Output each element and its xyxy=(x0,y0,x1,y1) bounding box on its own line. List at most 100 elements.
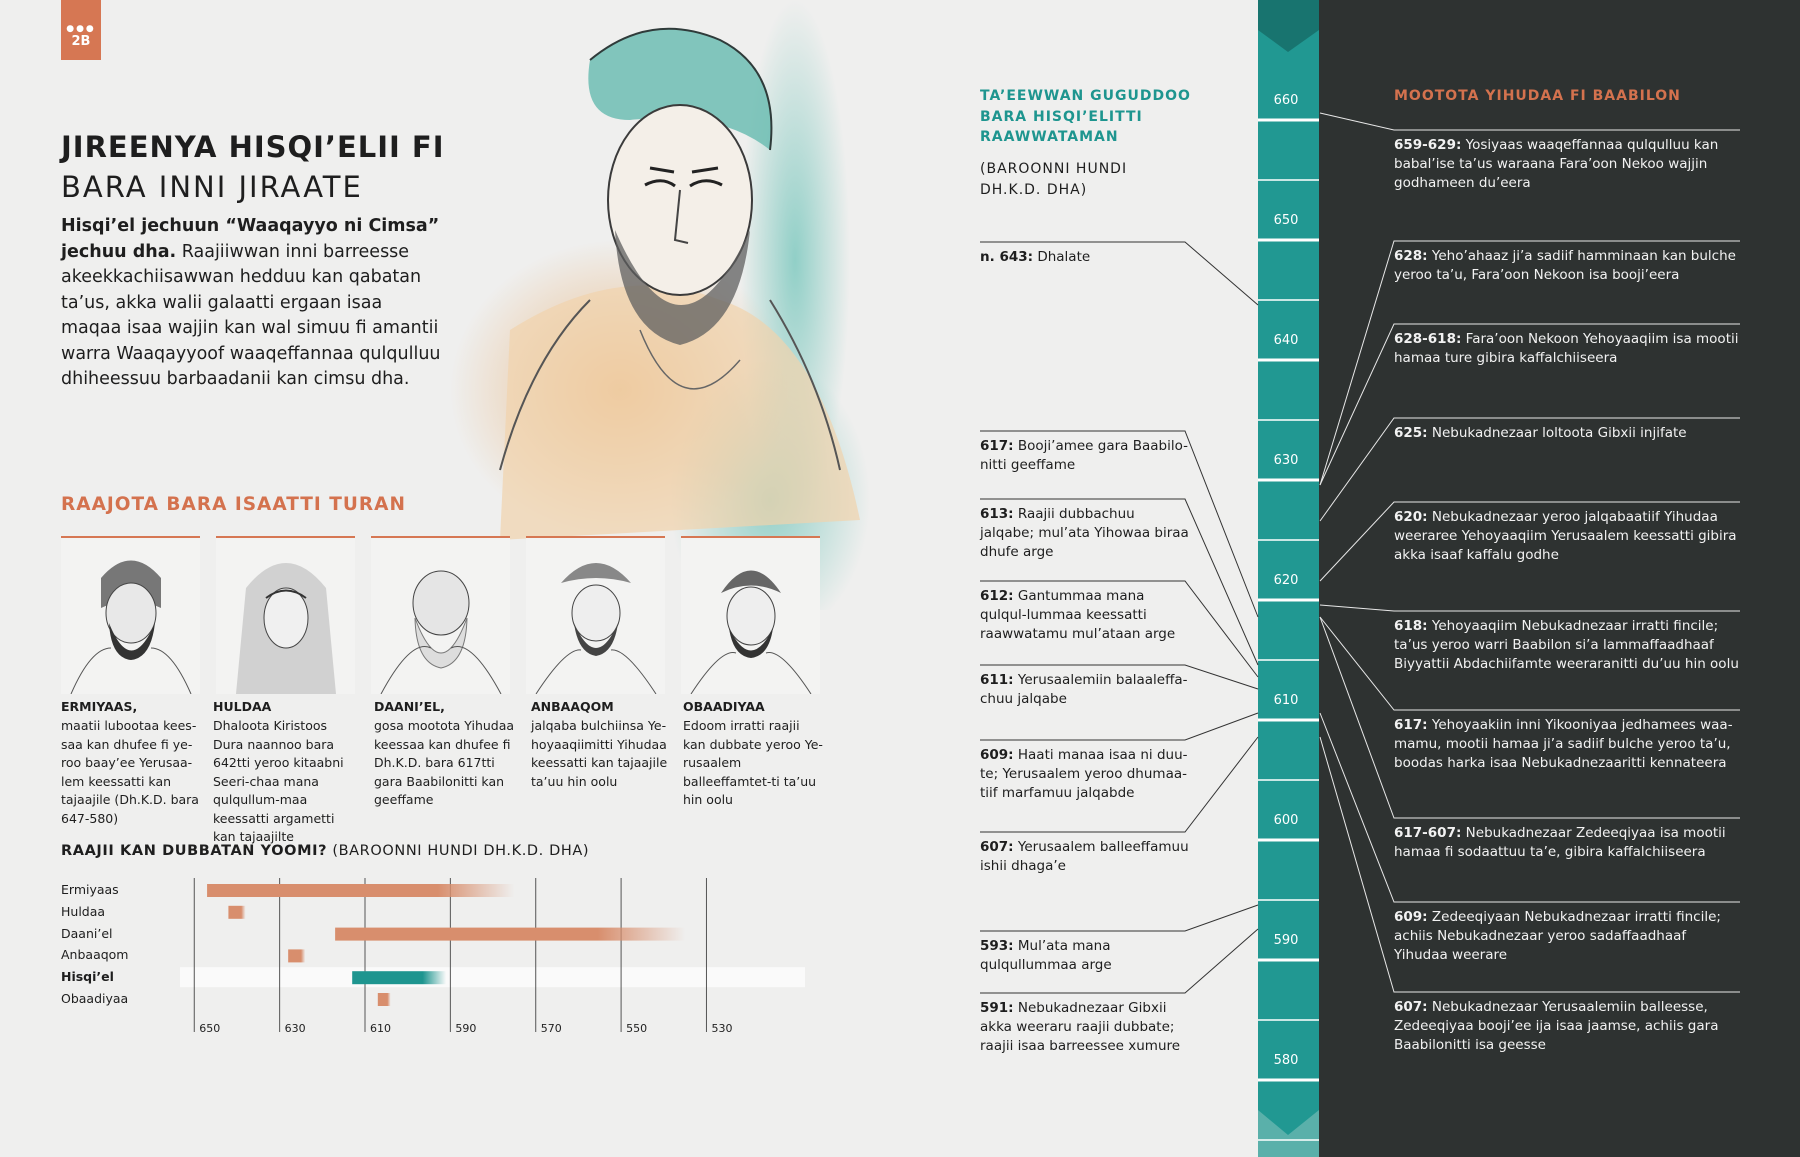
middle-connector xyxy=(980,430,1259,618)
right-event: 628-618: Fara’oon Nekoon Yehoyaaqiim isa… xyxy=(1394,330,1742,368)
middle-event: 613: Raajii dubbachuu jalqabe; mul’ata Y… xyxy=(980,505,1190,562)
huldah-sketch-icon xyxy=(236,563,336,694)
prophet-name: ERMIYAAS, xyxy=(61,699,138,714)
event-year: 617: xyxy=(980,438,1014,454)
habakkuk-sketch-icon xyxy=(535,563,657,695)
middle-event: 593: Mul’ata mana qulqullummaa arge xyxy=(980,937,1190,975)
prophet-name: OBAADIYAA xyxy=(683,699,765,714)
event-text: Yeho’ahaaz ji’a sadiif hamminaan kan bul… xyxy=(1394,248,1736,283)
event-year: 628-618: xyxy=(1394,331,1462,347)
event-text: Yosiyaas waaqeffannaa qulqulluu kan baba… xyxy=(1394,137,1719,191)
tick-label: 590 xyxy=(455,1022,476,1035)
middle-connector xyxy=(980,928,1259,994)
event-text: Booji’amee gara Baabilo-nitti geeffame xyxy=(980,438,1188,473)
event-year: 618: xyxy=(1394,618,1428,634)
event-year: 625: xyxy=(1394,425,1428,441)
right-connector xyxy=(1319,417,1740,522)
tick-label: 650 xyxy=(199,1022,220,1035)
tick-label: 630 xyxy=(285,1022,306,1035)
intro-lead: Hisqi’el jechuun “Waaqayyo ni Cimsa” jec… xyxy=(61,216,440,262)
prophet-portrait-daniel xyxy=(371,536,510,695)
prophet-description: gosa mootota Yihudaa keessaa kan dhufee … xyxy=(374,718,515,807)
page-number: 2B xyxy=(71,34,91,49)
page-title: JIREENYA HISQI’ELII FI xyxy=(61,130,445,164)
right-connector xyxy=(1319,112,1740,131)
event-text: Nebukadnezaar Zedeeqiyaa isa mootii hama… xyxy=(1394,825,1726,860)
middle-event: 591: Nebukadnezaar Gibxii akka weeraru r… xyxy=(980,999,1190,1056)
middle-connector xyxy=(980,712,1259,741)
prophet-description: Edoom irratti raajii kan dubbate yeroo Y… xyxy=(683,718,823,807)
event-year: 659-629: xyxy=(1394,137,1462,153)
right-event: 620: Nebukadnezaar yeroo jalqabaatiif Yi… xyxy=(1394,508,1742,565)
event-text: Zedeeqiyaan Nebukadnezaar irratti fincil… xyxy=(1394,909,1721,963)
right-event: 659-629: Yosiyaas waaqeffannaa qulqulluu… xyxy=(1394,136,1742,193)
event-text: Gantummaa mana qulqul-lummaa keessatti r… xyxy=(980,588,1176,642)
event-text: Mul’ata mana qulqullummaa arge xyxy=(980,938,1112,973)
event-year: 607: xyxy=(980,839,1014,855)
event-year: 593: xyxy=(980,938,1014,954)
right-event: 609: Zedeeqiyaan Nebukadnezaar irratti f… xyxy=(1394,908,1742,965)
event-text: Yehoyaaqiim Nebukadnezaar irratti fincil… xyxy=(1394,618,1739,672)
chart-row-label: Hisqi’el xyxy=(61,969,114,985)
right-event: 628: Yeho’ahaaz ji’a sadiif hamminaan ka… xyxy=(1394,247,1742,285)
prophecy-timeline-chart: 650 630 610 590 570 550 530 xyxy=(180,878,805,1035)
dots-icon: ●●● xyxy=(66,24,96,34)
middle-event: 612: Gantummaa mana qulqul-lummaa keessa… xyxy=(980,587,1190,644)
right-connector xyxy=(1319,604,1740,612)
event-year: 611: xyxy=(980,672,1014,688)
right-event: 617-607: Nebukadnezaar Zedeeqiyaa isa mo… xyxy=(1394,824,1742,862)
chart-row-label: Daani’el xyxy=(61,925,113,941)
right-connector xyxy=(1319,616,1740,819)
intro-body: Raajiiwwan inni barreesse akeekkachiisaw… xyxy=(61,241,441,390)
bar-5 xyxy=(377,993,391,1006)
event-text: Yehoyaakiin inni Yikooniyaa jedhamees wa… xyxy=(1394,717,1733,771)
middle-connector xyxy=(980,664,1259,690)
bar-1 xyxy=(228,905,246,919)
chart-title-main: RAAJII KAN DUBBATAN YOOMI? xyxy=(61,843,328,859)
middle-heading-text: TA’EEWWAN GUGUDDOO BARA HISQI’ELITTI RAA… xyxy=(980,88,1191,145)
middle-event: 609: Haati manaa isaa ni duu-te; Yerusaa… xyxy=(980,746,1190,803)
tick-label: 610 xyxy=(370,1022,391,1035)
obadiah-sketch-icon xyxy=(690,570,812,695)
right-connector xyxy=(1319,712,1740,903)
middle-timeline-heading: TA’EEWWAN GUGUDDOO BARA HISQI’ELITTI RAA… xyxy=(980,86,1195,148)
chart-title: RAAJII KAN DUBBATAN YOOMI? (BAROONNI HUN… xyxy=(61,843,589,859)
prophet-portrait-huldah xyxy=(216,536,355,694)
ezekiel-portrait-illustration xyxy=(450,0,870,610)
year-tick-label: 590 xyxy=(1273,933,1299,948)
year-tick-label: 660 xyxy=(1273,93,1299,108)
event-year: 607: xyxy=(1394,999,1428,1015)
right-connector xyxy=(1319,501,1740,582)
event-text: Yerusaalem balleeffamuu ishii dhaga’e xyxy=(980,839,1189,874)
year-band xyxy=(1258,0,1319,1157)
event-year: 620: xyxy=(1394,509,1428,525)
event-year: 609: xyxy=(1394,909,1428,925)
bar-4 xyxy=(352,971,447,985)
prophet-name: ANBAAQOM xyxy=(531,699,614,714)
prophet-portrait-habakkuk xyxy=(526,536,665,695)
prophet-description: jalqaba bulchiinsa Ye-hoyaaqiimitti Yihu… xyxy=(531,718,668,789)
year-tick-label: 610 xyxy=(1273,693,1299,708)
event-year: 617: xyxy=(1394,717,1428,733)
right-event: 617: Yehoyaakiin inni Yikooniyaa jedhame… xyxy=(1394,716,1742,773)
event-year: 612: xyxy=(980,588,1014,604)
event-year: n. 643: xyxy=(980,249,1034,265)
year-tick-label: 620 xyxy=(1273,573,1299,588)
year-tick-label: 630 xyxy=(1273,453,1299,468)
tick-label: 530 xyxy=(711,1022,732,1035)
event-year: 591: xyxy=(980,1000,1014,1016)
middle-connector xyxy=(980,580,1259,678)
middle-event: 607: Yerusaalem balleeffamuu ishii dhaga… xyxy=(980,838,1190,876)
right-event: 607: Nebukadnezaar Yerusaalemiin ballees… xyxy=(1394,998,1742,1055)
event-text: Haati manaa isaa ni duu-te; Yerusaalem y… xyxy=(980,747,1188,801)
middle-connector xyxy=(980,498,1259,666)
event-year: 613: xyxy=(980,506,1014,522)
event-year: 617-607: xyxy=(1394,825,1462,841)
bar-2 xyxy=(335,927,686,941)
chart-row-label: Obaadiyaa xyxy=(61,991,129,1006)
daniel-sketch-icon xyxy=(380,570,502,695)
chart-row-label: Anbaaqom xyxy=(61,947,129,963)
year-tick-label: 640 xyxy=(1273,333,1299,348)
event-text: Dhalate xyxy=(1033,249,1091,265)
